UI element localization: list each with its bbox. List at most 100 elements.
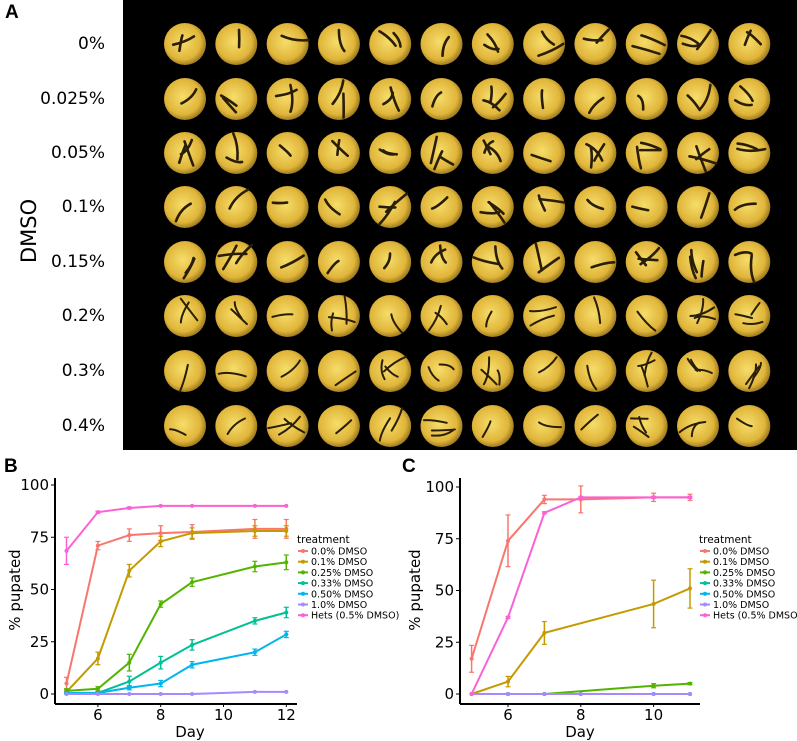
data-point (284, 560, 289, 565)
well (317, 78, 360, 120)
well (420, 78, 463, 120)
data-point (64, 692, 69, 696)
data-point (284, 632, 289, 637)
data-point (506, 679, 510, 684)
y-tick-label: 100 (20, 476, 49, 494)
larva (739, 85, 754, 103)
well (625, 23, 668, 65)
data-point (252, 503, 257, 508)
data-point (158, 660, 163, 665)
larva (590, 261, 616, 269)
larva (389, 86, 401, 112)
larva (482, 139, 492, 156)
data-point (469, 656, 474, 661)
well (317, 132, 360, 174)
legend-label: 0.0% DMSO (311, 547, 367, 558)
larva (487, 200, 506, 224)
well (215, 78, 258, 120)
well (317, 405, 360, 447)
larva (745, 365, 760, 386)
well-plate-image (123, 0, 797, 450)
well (677, 78, 719, 120)
larva (233, 301, 243, 320)
data-point (127, 505, 132, 510)
larva (434, 311, 448, 326)
x-tick-label: 10 (644, 706, 663, 724)
data-point (158, 503, 163, 508)
well (164, 241, 206, 283)
well (369, 186, 412, 228)
well (471, 295, 514, 337)
well (420, 241, 463, 283)
larva (733, 99, 753, 107)
legend-label: Hets (0.5% DMSO) (311, 611, 399, 622)
legend-label: 0.33% DMSO (713, 579, 775, 590)
larva (586, 364, 598, 391)
larva (639, 141, 662, 151)
larva (438, 244, 448, 264)
data-point (127, 692, 132, 696)
legend-key-point (703, 613, 707, 618)
well (369, 350, 412, 392)
well (625, 78, 668, 120)
y-tick-label: 25 (435, 633, 454, 651)
well (164, 78, 206, 120)
larva (174, 202, 192, 223)
larva (750, 301, 761, 316)
larva (745, 30, 763, 46)
larva (439, 156, 455, 166)
well (677, 23, 719, 65)
larva (632, 425, 650, 438)
chart-C: 0 25 50 75 100 6 8 10 Day % pupated 0.0% DMSO0.1% … (406, 478, 797, 741)
legend-key-point (703, 581, 707, 586)
larva (232, 132, 239, 161)
larva (431, 91, 443, 108)
well (164, 295, 206, 337)
data-point (252, 528, 257, 533)
data-point (158, 602, 163, 607)
larva (438, 363, 455, 371)
legend-label: 0.1% DMSO (311, 557, 367, 568)
well (215, 132, 258, 174)
data-point (190, 531, 195, 536)
data-point (284, 503, 289, 508)
larva (430, 429, 454, 437)
data-point (542, 692, 547, 696)
larva (631, 44, 661, 56)
data-point (127, 679, 132, 684)
larva (480, 368, 498, 386)
larva (289, 83, 294, 113)
larva (537, 256, 561, 274)
series-line (65, 529, 287, 693)
data-point (158, 692, 163, 696)
larva (323, 198, 341, 216)
row-label: 0.1% (61, 197, 105, 217)
well (471, 78, 514, 120)
data-point (506, 692, 510, 696)
data-point (252, 650, 257, 655)
data-point (688, 495, 692, 500)
well (523, 23, 566, 65)
data-point (95, 510, 100, 515)
well (471, 132, 514, 174)
data-point (95, 543, 100, 548)
legend-label: 1.0% DMSO (311, 600, 367, 611)
larva (586, 198, 605, 211)
legend-label: 1.0% DMSO (713, 600, 769, 611)
larva (635, 145, 643, 170)
larva (225, 156, 244, 164)
larva (689, 306, 716, 318)
legend-key-point (301, 570, 305, 575)
larva (695, 28, 712, 51)
well (523, 350, 566, 392)
data-point (190, 580, 195, 585)
larva (429, 248, 447, 264)
larva (429, 135, 439, 165)
larva (638, 415, 648, 434)
larva (384, 192, 409, 214)
larva (182, 257, 196, 280)
well (625, 241, 668, 283)
larva (637, 359, 656, 368)
well (728, 132, 771, 174)
